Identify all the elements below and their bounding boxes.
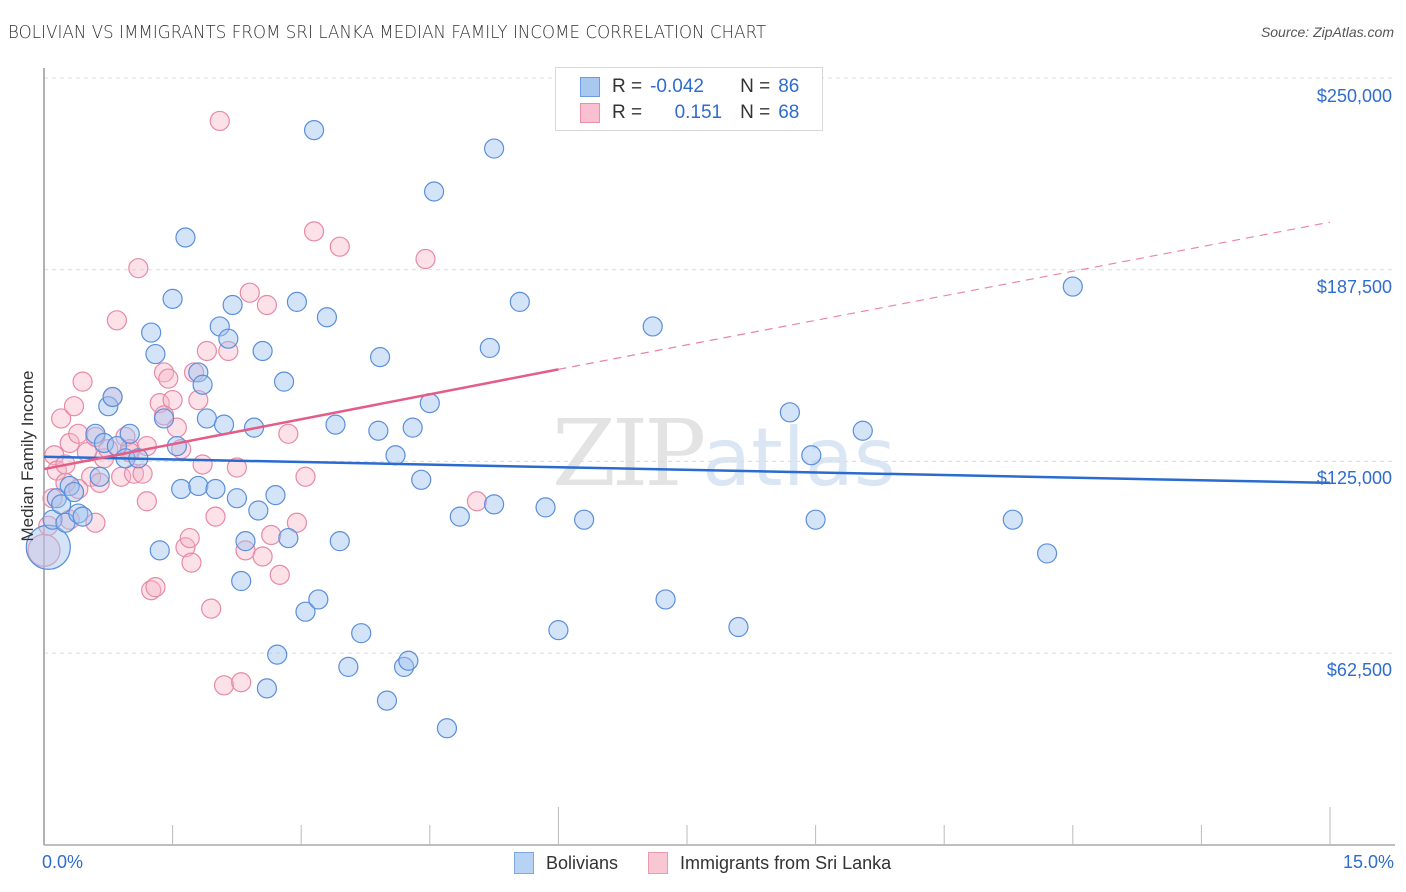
- correlation-legend: R = -0.042 N = 86 R = 0.151 N = 68: [555, 67, 823, 131]
- bolivians-swatch: [580, 77, 600, 97]
- legend-row-sri-lanka: R = 0.151 N = 68: [580, 101, 799, 125]
- legend-row-bolivians: R = -0.042 N = 86: [580, 75, 799, 99]
- legend-item-bolivians[interactable]: Bolivians: [514, 852, 618, 874]
- source-credit: Source: ZipAtlas.com: [1260, 24, 1394, 40]
- chart-title: BOLIVIAN VS IMMIGRANTS FROM SRI LANKA ME…: [8, 22, 767, 43]
- legend-label: Immigrants from Sri Lanka: [680, 852, 892, 873]
- sri-lanka-swatch: [580, 103, 600, 123]
- r-value: 0.151: [674, 102, 723, 123]
- r-label: R =: [612, 102, 643, 123]
- axes: [43, 68, 1395, 846]
- n-label: N =: [740, 76, 771, 97]
- x-tick-min: 0.0%: [42, 852, 84, 872]
- legend-item-sri-lanka[interactable]: Immigrants from Sri Lanka: [648, 852, 891, 874]
- legend-label: Bolivians: [546, 852, 619, 873]
- gridlines: [44, 77, 1395, 654]
- bolivians-swatch: [514, 852, 534, 874]
- sri-lanka-swatch: [648, 852, 669, 874]
- y-tick-125000: $125,000: [1316, 468, 1392, 488]
- n-label: N =: [740, 102, 771, 123]
- y-tick-62500: $62,500: [1326, 660, 1392, 680]
- n-value: 86: [778, 76, 800, 97]
- y-tick-250000: $250,000: [1316, 86, 1392, 106]
- y-tick-187500: $187,500: [1316, 277, 1392, 297]
- y-axis-label: Median Family Income: [18, 370, 37, 542]
- x-tick-max: 15.0%: [1342, 852, 1394, 872]
- trend-lines: [43, 221, 1331, 485]
- sri-lanka-points: [27, 110, 488, 696]
- r-value: -0.042: [650, 76, 704, 97]
- bolivian-points: [25, 120, 1083, 739]
- n-value: 68: [778, 102, 800, 123]
- series-legend: Bolivians Immigrants from Sri Lanka: [514, 852, 921, 874]
- r-label: R =: [612, 76, 643, 97]
